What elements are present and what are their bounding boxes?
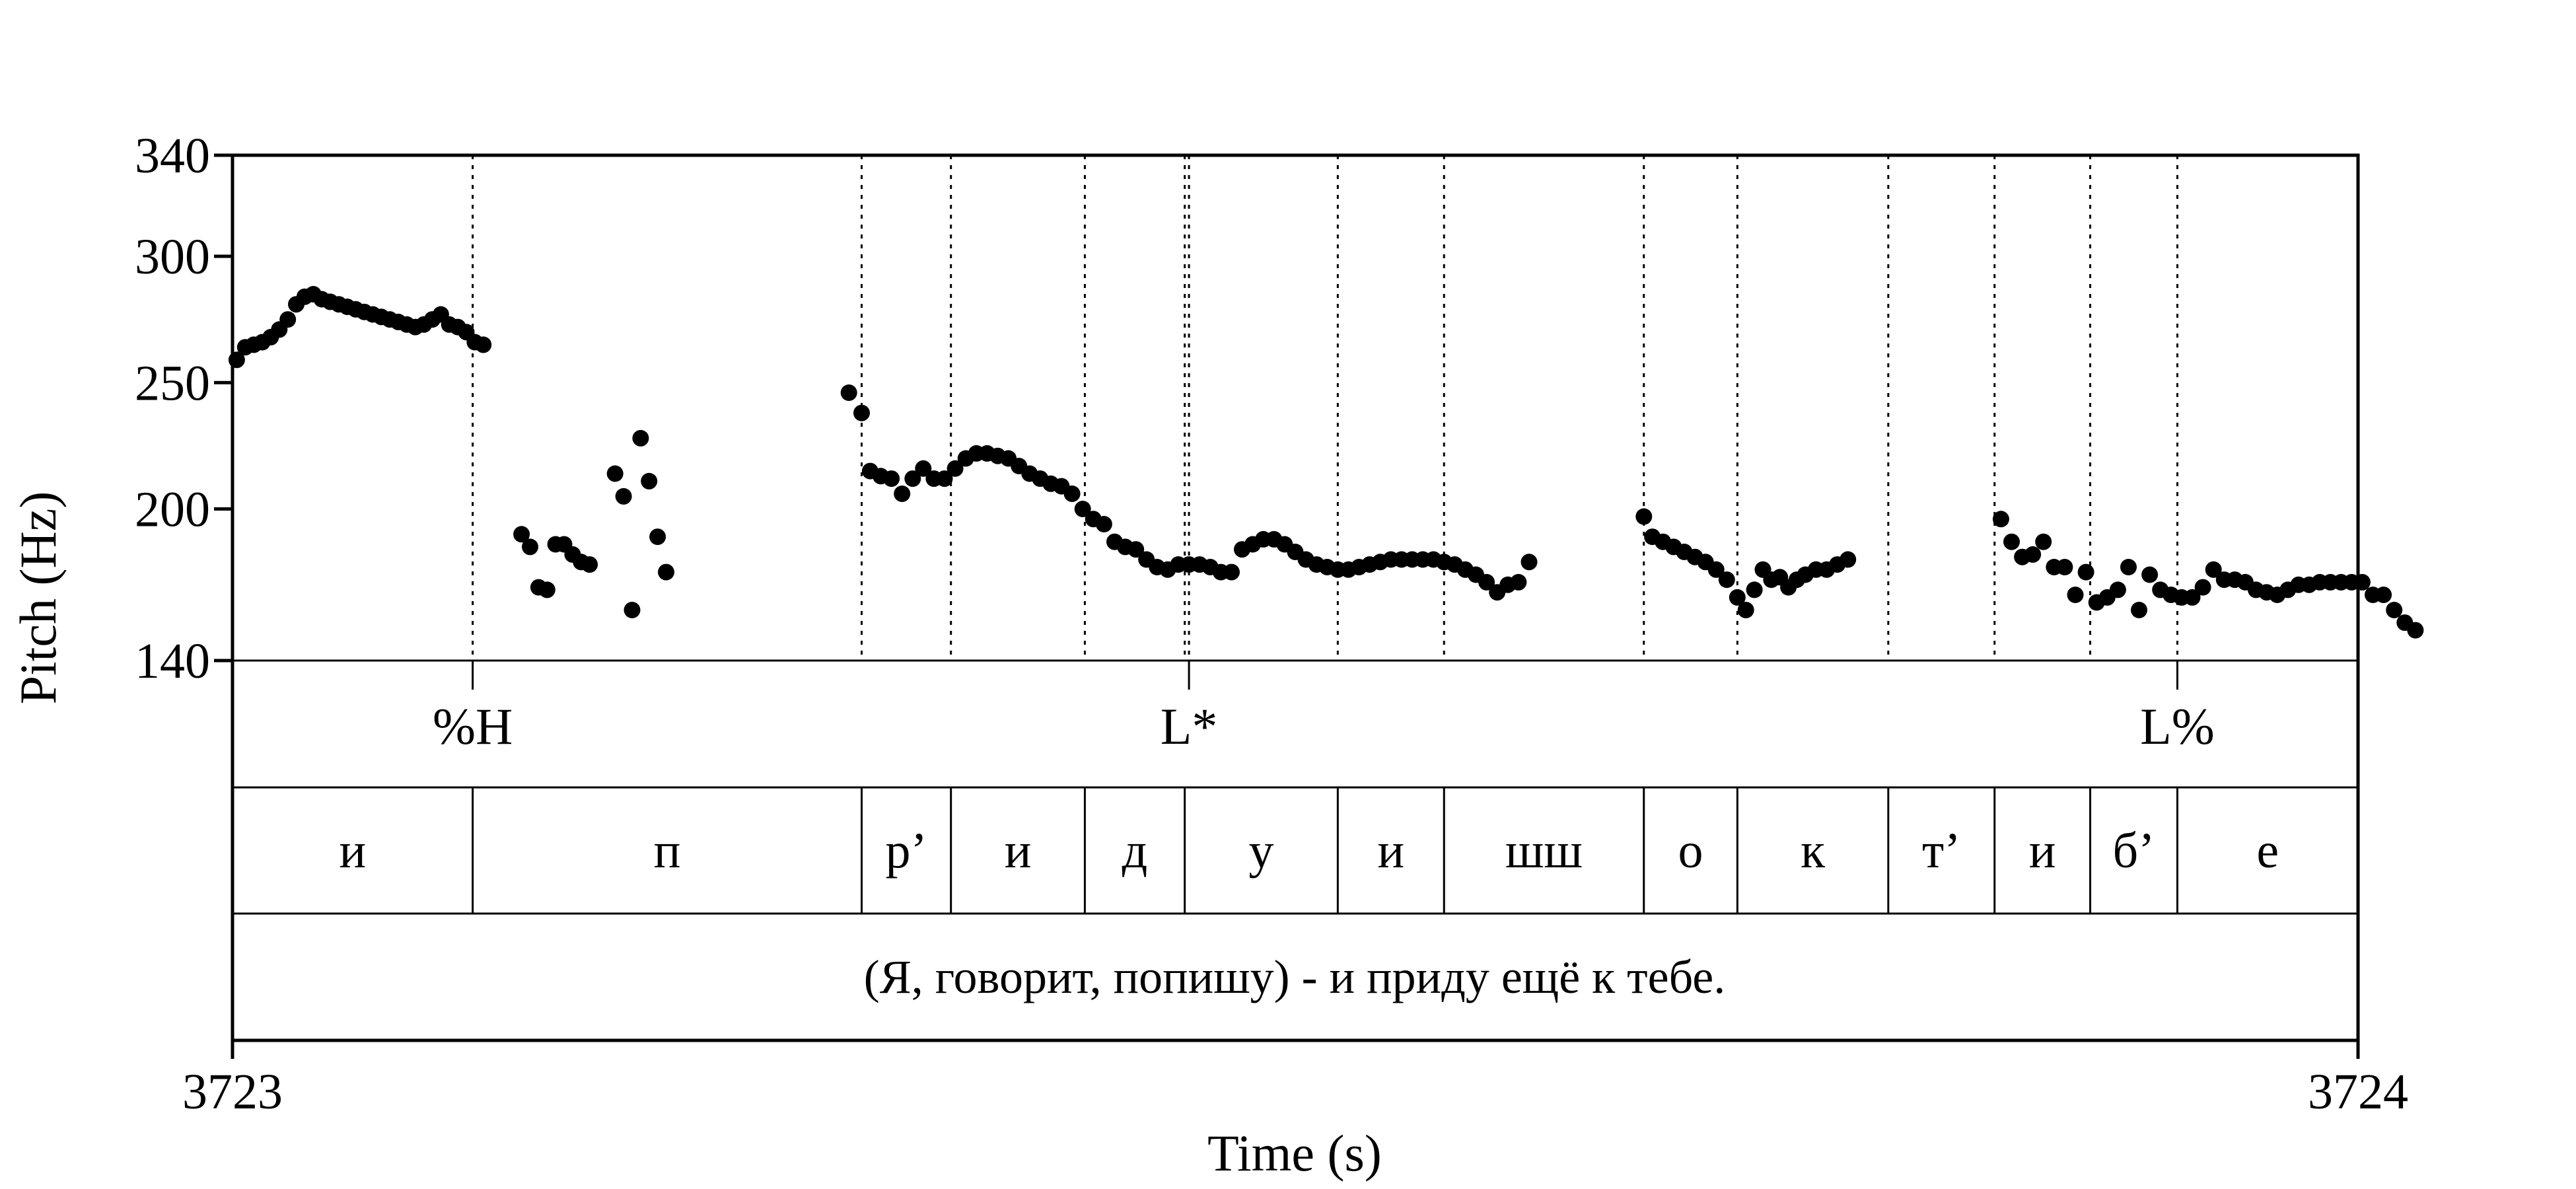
x-axis: 3723 3724 (182, 1040, 2408, 1120)
pitch-point (1746, 581, 1763, 598)
pitch-point (904, 470, 921, 487)
pitch-point (2375, 587, 2392, 603)
pitch-point (1635, 508, 1653, 525)
pitch-point (1737, 602, 1754, 618)
segment-label: т’ (1922, 823, 1961, 879)
boundary-lines (472, 155, 2178, 914)
pitch-point (2035, 533, 2052, 550)
segment-label: и (1005, 823, 1032, 879)
pitch-point (513, 526, 530, 543)
x-tick-label: 3723 (182, 1064, 283, 1120)
pitch-point (1992, 511, 2009, 528)
pitch-points (228, 285, 2424, 639)
pitch-point (2407, 622, 2424, 639)
pitch-point (1074, 501, 1091, 517)
pitch-point (475, 336, 492, 353)
pitch-point (915, 460, 932, 477)
tone-label: L* (1161, 698, 1218, 755)
y-tick-label: 300 (135, 229, 210, 285)
segment-label: д (1122, 823, 1148, 879)
pitch-point (1718, 571, 1735, 589)
x-axis-title: Time (s) (1207, 1124, 1382, 1182)
pitch-point (2120, 559, 2137, 575)
pitch-point (632, 429, 649, 447)
segment-label: п (654, 823, 681, 879)
pitch-point (2109, 581, 2126, 598)
segment-label: у (1249, 823, 1274, 879)
pitch-point (936, 470, 953, 487)
pitch-point (538, 581, 555, 598)
pitch-point (2024, 546, 2042, 563)
pitch-point (1095, 516, 1112, 532)
pitch-point (2141, 566, 2159, 583)
pitch-point (894, 486, 911, 502)
segment-tier: и п р’ и д у и шш о к т’ и б’ е (339, 823, 2279, 879)
tone-label: L% (2140, 698, 2215, 755)
pitch-point (522, 538, 538, 556)
segment-label: р’ (885, 823, 927, 879)
tone-tier: %H L* L% (433, 698, 2215, 755)
tone-label: %H (433, 698, 513, 755)
segment-label: и (1377, 823, 1404, 879)
pitch-point (2003, 533, 2020, 550)
y-tick-label: 340 (135, 128, 210, 184)
pitch-point (1840, 551, 1857, 568)
pitch-point (1707, 561, 1725, 578)
y-axis: 140 200 250 300 340 (135, 128, 233, 689)
pitch-point (658, 563, 674, 581)
pitch-point (615, 487, 632, 505)
segment-label: б’ (2113, 823, 2155, 879)
pitch-point (2056, 559, 2073, 575)
pitch-point (649, 528, 666, 546)
y-tick-label: 200 (135, 482, 210, 538)
plot-frame (231, 153, 2360, 1042)
pitch-point (2205, 561, 2222, 578)
pitch-point (1223, 563, 1240, 581)
pitch-point (2386, 602, 2403, 618)
segment-label: шш (1505, 823, 1583, 879)
x-tick-label: 3724 (2308, 1064, 2408, 1120)
pitch-point (853, 404, 870, 421)
segment-label: о (1678, 823, 1703, 879)
segment-label: и (2029, 823, 2056, 879)
pitch-point (1478, 573, 1495, 591)
pitch-point (1063, 486, 1081, 502)
pitch-point (2194, 579, 2211, 596)
y-axis-title: Pitch (Hz) (9, 491, 67, 705)
pitch-point (624, 602, 641, 618)
pitch-point (947, 460, 964, 477)
pitch-point (641, 472, 658, 489)
pitch-point (1510, 573, 1527, 591)
pitch-point (2184, 589, 2201, 606)
pitch-point (2067, 587, 2084, 603)
pitch-point (606, 465, 624, 482)
segment-label: е (2256, 823, 2279, 879)
pitch-point (840, 384, 857, 401)
pitch-point (1127, 541, 1145, 558)
y-tick-label: 140 (135, 633, 210, 689)
segment-label: и (339, 823, 366, 879)
pitch-panel-border (231, 153, 2360, 1042)
pitch-point (1521, 554, 1538, 571)
y-tick-label: 250 (135, 355, 210, 411)
pitch-point (581, 556, 598, 573)
pitch-point (883, 470, 900, 487)
pitch-point (1729, 589, 1746, 606)
pitch-point (2077, 563, 2094, 581)
sentence-label: (Я, говорит, попишу) - и приду ещё к теб… (864, 951, 1725, 1003)
pitch-point (279, 311, 297, 328)
pitch-point (2131, 602, 2147, 618)
segment-label: к (1801, 823, 1825, 879)
